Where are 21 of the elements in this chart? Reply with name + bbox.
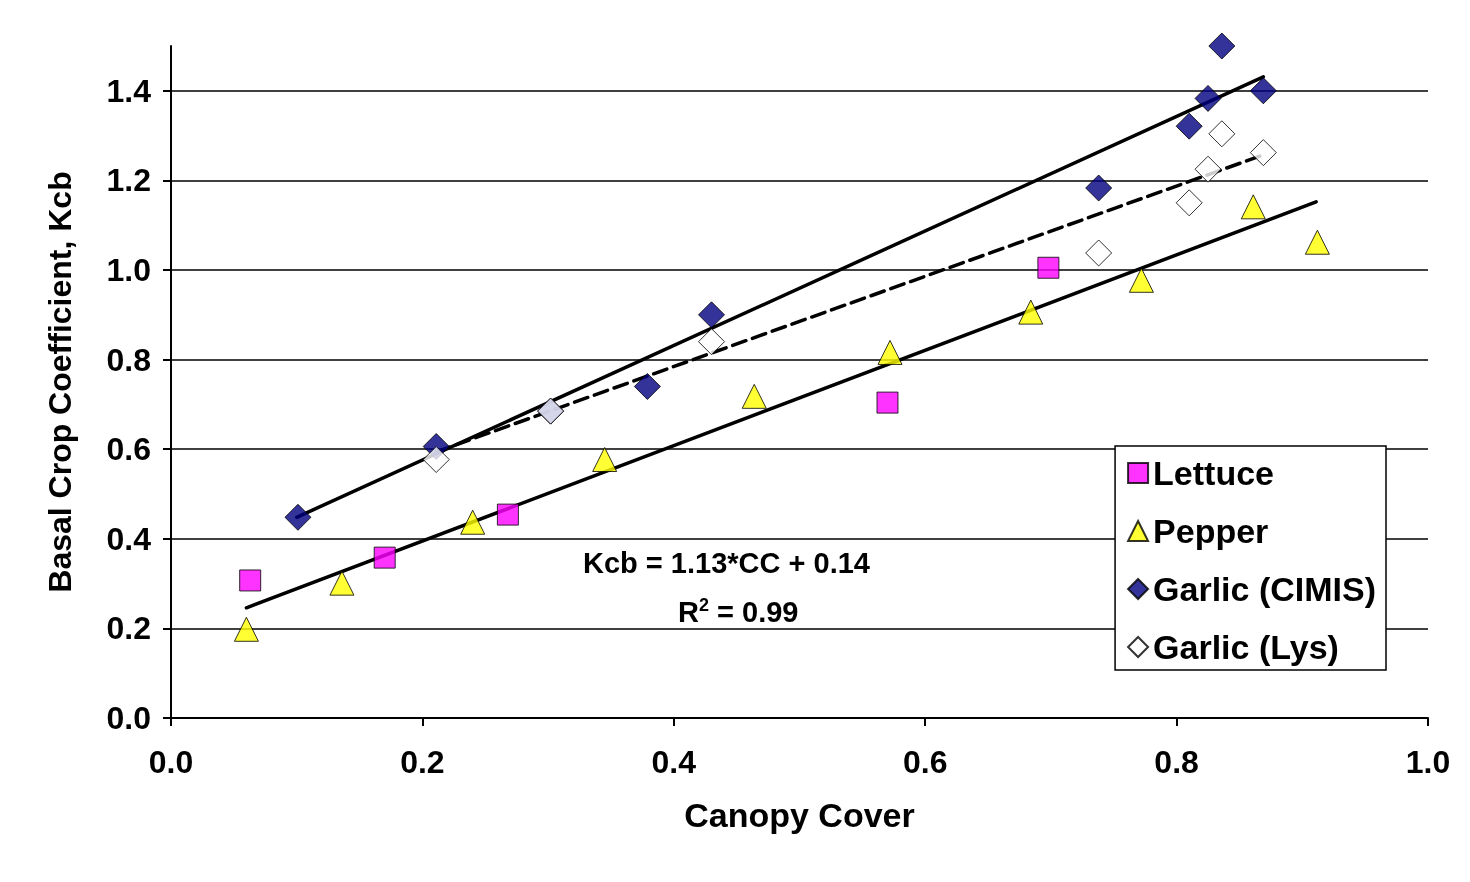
y-tick-label: 1.2 bbox=[106, 162, 151, 199]
x-tick-label: 0.8 bbox=[1154, 744, 1199, 780]
legend-label: Garlic (Lys) bbox=[1153, 628, 1339, 666]
annotation: Kcb = 1.13*CC + 0.14 bbox=[583, 546, 870, 579]
x-tick-label: 0.6 bbox=[902, 744, 948, 780]
y-tick-label: 0.2 bbox=[106, 610, 151, 647]
legend-label: Garlic (CIMIS) bbox=[1153, 570, 1377, 608]
legend-label: Lettuce bbox=[1153, 454, 1274, 492]
x-axis-title: Canopy Cover bbox=[684, 796, 915, 834]
y-tick-label: 0.6 bbox=[106, 431, 151, 468]
x-tick-label: 1.0 bbox=[1405, 744, 1451, 780]
legend-label: Pepper bbox=[1153, 512, 1269, 550]
y-tick-label: 0.4 bbox=[106, 520, 152, 557]
x-tick-label: 0.2 bbox=[400, 744, 445, 780]
y-axis-title: Basal Crop Coefficient, Kcb bbox=[42, 171, 78, 593]
x-tick-label: 0.4 bbox=[651, 744, 697, 780]
y-tick-label: 0.8 bbox=[106, 341, 151, 378]
y-tick-label: 1.4 bbox=[106, 72, 152, 109]
x-tick-label: 0.0 bbox=[148, 744, 194, 780]
y-tick-label: 1.0 bbox=[106, 252, 151, 288]
y-tick-label: 0.0 bbox=[106, 700, 151, 736]
